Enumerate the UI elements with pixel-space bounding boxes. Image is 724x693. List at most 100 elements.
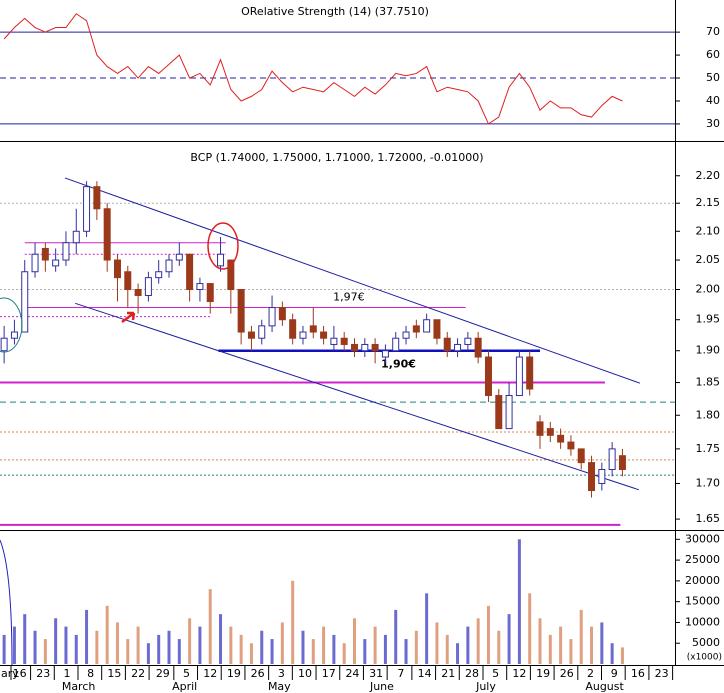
volume-bar bbox=[74, 634, 78, 664]
x-tick-label: 3 bbox=[278, 667, 285, 680]
volume-bar bbox=[620, 647, 624, 664]
volume-bar bbox=[43, 639, 47, 664]
trend-line bbox=[75, 302, 640, 491]
candle-body bbox=[536, 421, 544, 436]
candle-body bbox=[268, 307, 276, 327]
volume-bar bbox=[538, 618, 542, 664]
x-tick-label: 22 bbox=[131, 667, 145, 680]
candle-body bbox=[423, 319, 431, 333]
candle-body bbox=[526, 356, 534, 390]
candle-body bbox=[10, 331, 18, 339]
month-label: May bbox=[268, 680, 291, 693]
arrow bbox=[121, 311, 136, 323]
candle-body bbox=[134, 289, 142, 296]
volume-bar bbox=[311, 639, 315, 664]
candle-body bbox=[309, 325, 317, 333]
x-tick-label: 8 bbox=[87, 667, 94, 680]
candle-body bbox=[196, 283, 204, 291]
volume-bar bbox=[579, 609, 583, 664]
x-tick-label: 16 bbox=[631, 667, 645, 680]
candle-body bbox=[41, 247, 49, 261]
candle-body bbox=[206, 283, 214, 303]
volume-bar bbox=[126, 639, 130, 664]
volume-unit: (x1000) bbox=[687, 653, 722, 663]
candle-body bbox=[392, 337, 400, 352]
candle-body bbox=[340, 337, 348, 345]
x-tick-label: 21 bbox=[441, 667, 455, 680]
x-tick-label: 28 bbox=[465, 667, 479, 680]
candle-body bbox=[165, 259, 173, 273]
price-title: BCP (1.74000, 1.75000, 1.71000, 1.72000,… bbox=[190, 151, 483, 164]
volume-bar bbox=[23, 614, 27, 664]
month-label: April bbox=[172, 680, 197, 693]
volume-bar bbox=[157, 634, 161, 664]
volume-bar bbox=[332, 634, 336, 664]
volume-bar bbox=[590, 626, 594, 664]
volume-bar bbox=[291, 580, 295, 664]
y-tick-label: 30 bbox=[706, 117, 720, 130]
volume-bar bbox=[95, 630, 99, 664]
x-tick-label: 1 bbox=[63, 667, 70, 680]
level-label: 1,97€ bbox=[333, 291, 365, 304]
candle-body bbox=[557, 434, 565, 443]
candle-body bbox=[381, 350, 389, 358]
y-tick-label: 2.20 bbox=[696, 169, 721, 182]
annotations bbox=[0, 222, 239, 666]
candle-body bbox=[299, 331, 307, 339]
candle-body bbox=[175, 253, 183, 261]
x-tick-label: 23 bbox=[36, 667, 50, 680]
volume-bar bbox=[12, 626, 16, 664]
volume-bar bbox=[456, 643, 460, 664]
plot-layer: 70 60 50 40 30 2.20 2.15 2.10 2.05 2.00 1.95 1.90 1.… bbox=[0, 13, 721, 693]
x-tick-label: 29 bbox=[156, 667, 170, 680]
candle-body bbox=[21, 271, 29, 333]
volume-bar bbox=[414, 630, 418, 664]
x-tick-label: 12 bbox=[512, 667, 526, 680]
volume-bar bbox=[239, 634, 243, 664]
volume-bar bbox=[497, 630, 501, 664]
volume-bar bbox=[219, 614, 223, 664]
volume-bar bbox=[486, 605, 490, 664]
volume-bar bbox=[249, 643, 253, 664]
volume-bar bbox=[64, 626, 68, 664]
y-tick-label: 30000 bbox=[685, 532, 720, 545]
rsi-line bbox=[3, 13, 623, 125]
highlight-circle bbox=[207, 222, 239, 270]
candle-body bbox=[320, 331, 328, 339]
candle-body bbox=[598, 469, 606, 484]
candle-body bbox=[505, 395, 513, 430]
candle-body bbox=[608, 448, 616, 471]
volume-bar bbox=[301, 630, 305, 664]
x-tick-label: 17 bbox=[322, 667, 336, 680]
volume-bar bbox=[188, 618, 192, 664]
candle-body bbox=[330, 337, 338, 345]
y-tick-label: 60 bbox=[706, 48, 720, 61]
y-tick-label: 1.65 bbox=[696, 512, 721, 525]
candle-body bbox=[618, 455, 626, 471]
x-tick-label: 7 bbox=[397, 667, 404, 680]
candle-body bbox=[546, 428, 554, 436]
month-label: July bbox=[475, 680, 496, 693]
month-label: March bbox=[62, 680, 96, 693]
volume-bar bbox=[476, 618, 480, 664]
volume-bar bbox=[115, 622, 119, 664]
volume-bar bbox=[177, 639, 181, 664]
candle-body bbox=[217, 253, 225, 267]
x-tick-label: 26 bbox=[251, 667, 265, 680]
volume-bar bbox=[198, 626, 202, 664]
y-tick-label: 2.15 bbox=[696, 196, 721, 209]
volume-bar bbox=[548, 634, 552, 664]
candle-body bbox=[371, 343, 379, 352]
volume-bar bbox=[425, 593, 429, 664]
candle-body bbox=[31, 253, 39, 273]
volume-bar bbox=[373, 626, 377, 664]
y-tick-label: 1.70 bbox=[696, 476, 721, 489]
volume-bar bbox=[610, 643, 614, 664]
volume-bar bbox=[85, 609, 89, 664]
x-tick-label: 23 bbox=[655, 667, 669, 680]
volume-bar bbox=[353, 618, 357, 664]
volume-bar bbox=[517, 539, 521, 664]
candle-body bbox=[474, 337, 482, 358]
volume-bar bbox=[559, 626, 563, 664]
